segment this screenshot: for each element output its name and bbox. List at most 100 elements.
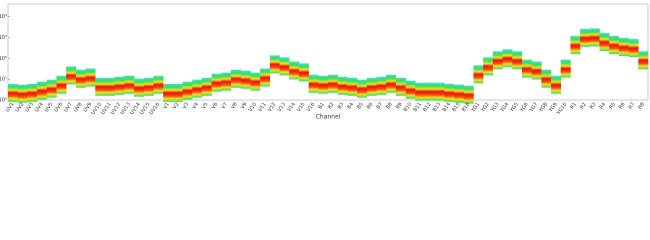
x-tick-label: R2 xyxy=(579,102,588,111)
x-tick-label: V15 xyxy=(296,102,307,113)
x-tick-label: V12 xyxy=(267,102,278,113)
density-band xyxy=(638,51,649,70)
x-tick-label: V7 xyxy=(220,102,229,111)
x-tick-label: B16 xyxy=(461,102,472,113)
x-tick-label: YG4 xyxy=(499,102,510,115)
x-tick-label: B13 xyxy=(432,102,443,113)
density-band xyxy=(66,66,77,85)
chart: Channel 10⁰10¹10²10³10⁴UV1UV2UV3UV4UV5UV… xyxy=(0,3,649,121)
density-band xyxy=(328,74,338,93)
density-band xyxy=(75,69,86,88)
density-band xyxy=(240,70,251,89)
x-tick-label: V13 xyxy=(277,102,288,113)
x-tick-label: V4 xyxy=(191,102,200,111)
density-band xyxy=(405,80,416,99)
density-band xyxy=(386,74,397,93)
y-tick-label: 10⁴ xyxy=(0,14,7,20)
density-band xyxy=(27,83,38,102)
x-tick-label: B9 xyxy=(395,102,404,111)
density-band xyxy=(17,84,28,103)
density-band xyxy=(221,72,232,91)
y-tick-label: 10³ xyxy=(0,35,7,41)
x-tick-label: B5 xyxy=(356,102,365,111)
x-tick-label: R1 xyxy=(569,102,578,111)
x-tick-label: V14 xyxy=(286,102,297,113)
x-tick-label: YG8 xyxy=(538,102,549,115)
x-tick-label: UV16 xyxy=(149,102,162,116)
density-band xyxy=(434,82,445,101)
x-tick-label: UV3 xyxy=(24,102,35,114)
x-tick-label: UV2 xyxy=(15,102,26,114)
density-band xyxy=(337,76,348,95)
x-tick-label: YG7 xyxy=(528,102,539,115)
density-band xyxy=(211,73,222,92)
density-band xyxy=(366,77,377,96)
density-band xyxy=(56,75,67,94)
x-tick-label: UV6 xyxy=(53,102,64,114)
density-band xyxy=(46,79,57,98)
x-tick-label: V5 xyxy=(201,102,210,111)
x-tick-label: R8 xyxy=(637,102,646,111)
density-band xyxy=(599,33,610,52)
density-band xyxy=(153,75,164,94)
x-tick-label: V1 xyxy=(162,102,171,111)
y-tick-label: 10⁰ xyxy=(0,98,7,104)
density-band xyxy=(172,83,183,102)
density-band xyxy=(483,57,494,76)
density-band xyxy=(512,51,523,70)
x-tick-label: YG9 xyxy=(547,102,558,115)
x-tick-label: V2 xyxy=(172,102,181,111)
density-band xyxy=(492,51,503,70)
x-tick-label: V11 xyxy=(257,102,268,113)
density-band xyxy=(502,49,513,68)
x-tick-label: B15 xyxy=(451,102,462,113)
density-band xyxy=(134,78,145,97)
density-band xyxy=(318,75,329,94)
density-band xyxy=(298,63,309,82)
density-band xyxy=(231,69,242,88)
x-tick-label: UV9 xyxy=(82,102,93,114)
density-band xyxy=(37,81,48,100)
density-band xyxy=(182,81,193,100)
density-band xyxy=(551,75,562,94)
density-band xyxy=(415,82,426,101)
x-tick-label: YG5 xyxy=(509,102,520,115)
density-band xyxy=(269,55,280,74)
x-tick-label: B2 xyxy=(327,102,336,111)
density-band xyxy=(8,83,18,102)
density-band xyxy=(163,83,174,102)
density-band xyxy=(628,39,639,58)
x-tick-label: B7 xyxy=(375,102,384,111)
density-band xyxy=(444,83,455,102)
x-tick-label: V8 xyxy=(230,102,239,111)
density-band xyxy=(521,59,532,78)
density-band xyxy=(143,77,154,96)
x-tick-label: B12 xyxy=(422,102,433,113)
density-band xyxy=(376,76,387,95)
x-tick-label: V9 xyxy=(240,102,249,111)
x-tick-label: R3 xyxy=(589,102,598,111)
x-tick-label: YG3 xyxy=(489,102,500,115)
density-band xyxy=(260,68,271,87)
density-band xyxy=(589,28,600,47)
x-tick-label: B14 xyxy=(442,102,453,113)
x-tick-label: UV1 xyxy=(5,102,16,114)
density-band xyxy=(279,57,290,76)
density-band xyxy=(95,77,106,96)
x-tick-label: YG10 xyxy=(555,102,568,117)
x-tick-label: YG2 xyxy=(480,102,491,115)
density-band xyxy=(124,75,135,94)
x-tick-label: V6 xyxy=(211,102,220,111)
x-tick-label: UV4 xyxy=(34,102,45,114)
density-band xyxy=(395,77,406,96)
density-band xyxy=(192,79,203,98)
density-band xyxy=(201,77,212,96)
x-tick-label: B10 xyxy=(403,102,414,113)
density-band xyxy=(580,28,591,47)
density-band xyxy=(104,77,115,96)
x-tick-label: R5 xyxy=(608,102,617,111)
x-tick-label: V10 xyxy=(248,102,259,113)
x-tick-label: B4 xyxy=(346,102,355,111)
density-band xyxy=(618,37,629,56)
y-tick-label: 10² xyxy=(0,56,7,62)
